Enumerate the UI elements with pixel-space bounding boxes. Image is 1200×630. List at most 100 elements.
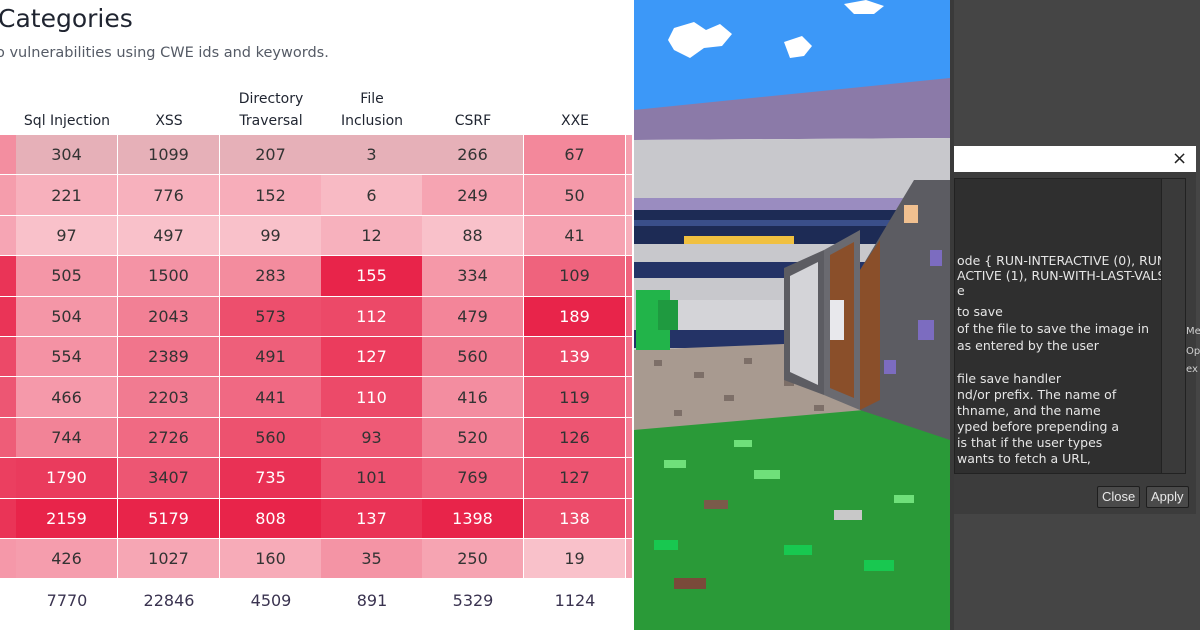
heatmap-cell: 3	[321, 135, 423, 176]
help-text-area[interactable]: ode { RUN-INTERACTIVE (0), RUN- ACTIVE (1…	[954, 178, 1186, 474]
row-edge	[626, 135, 632, 176]
heatmap-cell: 88	[422, 215, 524, 257]
column-total: 5329	[452, 590, 494, 610]
heatmap-cell: 304	[16, 135, 118, 176]
heatmap-cell: 127	[321, 337, 423, 378]
row-edge	[0, 377, 16, 418]
row-edge	[0, 417, 16, 459]
heatmap-cell: 744	[16, 417, 118, 459]
heatmap-cell: 93	[321, 417, 423, 459]
column-header-label: XXE	[560, 113, 590, 129]
side-label: Me	[1186, 326, 1200, 337]
help-text-line: wants to fetch a URL,	[957, 451, 1091, 466]
vertical-scrollbar[interactable]	[1161, 179, 1185, 473]
column-header[interactable]: File Inclusion	[321, 80, 423, 132]
grass-ground	[634, 410, 950, 630]
column-header-label: Directory	[238, 91, 304, 107]
help-text-line: file save handler	[957, 371, 1061, 386]
cloud	[668, 0, 884, 58]
row-edge	[626, 417, 632, 459]
dialog-panel: × ode { RUN-INTERACTIVE (0), RUN- ACTIVE …	[950, 0, 1200, 630]
heatmap-cell: 6	[321, 175, 423, 216]
heatmap-cell: 505	[16, 256, 118, 297]
wall-purple-stripe	[634, 198, 950, 210]
column-total: 4509	[250, 590, 292, 610]
heatmap-cell: 126	[524, 417, 626, 459]
voxel-game-view[interactable]	[634, 0, 950, 630]
row-edge	[626, 256, 632, 297]
close-button[interactable]: Close	[1097, 486, 1141, 508]
ceiling-overhang	[634, 78, 950, 140]
row-edge	[0, 458, 16, 499]
game-scene	[634, 0, 950, 630]
help-text-line: is that if the user types	[957, 435, 1103, 450]
heatmap-cell: 1027	[118, 539, 220, 580]
column-header[interactable]: Directory Traversal	[220, 80, 322, 132]
heatmap-cell: 160	[220, 539, 322, 580]
row-edge	[626, 498, 632, 539]
heatmap-cell: 109	[524, 256, 626, 297]
apply-button[interactable]: Apply	[1146, 486, 1189, 508]
heatmap-cell: 479	[422, 296, 524, 337]
heatmap-cell: 50	[524, 175, 626, 216]
page-subtitle: o vulnerabilities using CWE ids and keyw…	[0, 45, 329, 61]
heatmap-cell: 808	[220, 498, 322, 539]
column-header[interactable]: Sql Injection	[16, 80, 118, 132]
heatmap-cell: 119	[524, 377, 626, 418]
vulnerability-heatmap-panel: Categories o vulnerabilities using CWE i…	[0, 4, 632, 610]
heatmap-cell: 35	[321, 539, 423, 580]
heatmap-cell: 112	[321, 296, 423, 337]
heatmap-cell: 152	[220, 175, 322, 216]
heatmap-cell: 573	[220, 296, 322, 337]
column-header[interactable]: XXE	[524, 80, 626, 132]
heatmap-cell: 1790	[16, 458, 118, 499]
heatmap-cell: 504	[16, 296, 118, 337]
column-total: 1124	[554, 590, 596, 610]
dialog-titlebar: ×	[954, 146, 1196, 172]
help-text-line: as entered by the user	[957, 338, 1099, 353]
help-text-line: nd/or prefix. The name of	[957, 387, 1117, 402]
column-total: 22846	[143, 590, 195, 610]
column-header[interactable]: XSS	[118, 80, 220, 132]
heatmap-cell: 2159	[16, 498, 118, 539]
row-edge	[0, 256, 16, 297]
help-text-line: thname, and the name	[957, 403, 1101, 418]
row-edge	[0, 539, 16, 580]
heatmap-cell: 1099	[118, 135, 220, 176]
heatmap-cell: 67	[524, 135, 626, 176]
column-header[interactable]: CSRF	[422, 80, 524, 132]
heatmap-cell: 250	[422, 539, 524, 580]
row-edge	[626, 175, 632, 216]
side-label: Op	[1186, 346, 1200, 357]
row-edge	[626, 539, 632, 580]
column-header-label: CSRF	[454, 113, 492, 129]
help-text-line: ode { RUN-INTERACTIVE (0), RUN-	[957, 253, 1171, 268]
heatmap-cell: 221	[16, 175, 118, 216]
heatmap-cell: 138	[524, 498, 626, 539]
heatmap-cell: 491	[220, 337, 322, 378]
heatmap-cell: 207	[220, 135, 322, 176]
heatmap-cell: 189	[524, 296, 626, 337]
panel-divider	[950, 0, 954, 630]
heatmap-cell: 1500	[118, 256, 220, 297]
heatmap-cell: 334	[422, 256, 524, 297]
grass-tufts	[654, 440, 914, 589]
column-header-label: Traversal	[239, 113, 303, 129]
heatmap-cell: 769	[422, 458, 524, 499]
heatmap-cell: 266	[422, 135, 524, 176]
help-text-line: yped before prepending a	[957, 419, 1120, 434]
column-header-label: Sql Injection	[23, 113, 111, 129]
help-text-line: e	[957, 283, 965, 298]
column-header-label: Inclusion	[340, 113, 404, 129]
row-edge	[626, 215, 632, 257]
row-edge	[0, 215, 16, 257]
heatmap-cell: 97	[16, 215, 118, 257]
row-edge	[0, 498, 16, 539]
row-edge	[0, 296, 16, 337]
column-header-label: XSS	[155, 113, 183, 129]
heatmap-cell: 466	[16, 377, 118, 418]
heatmap-cell: 19	[524, 539, 626, 580]
row-edge	[626, 377, 632, 418]
close-icon[interactable]: ×	[1172, 148, 1188, 169]
heatmap-cell: 3407	[118, 458, 220, 499]
